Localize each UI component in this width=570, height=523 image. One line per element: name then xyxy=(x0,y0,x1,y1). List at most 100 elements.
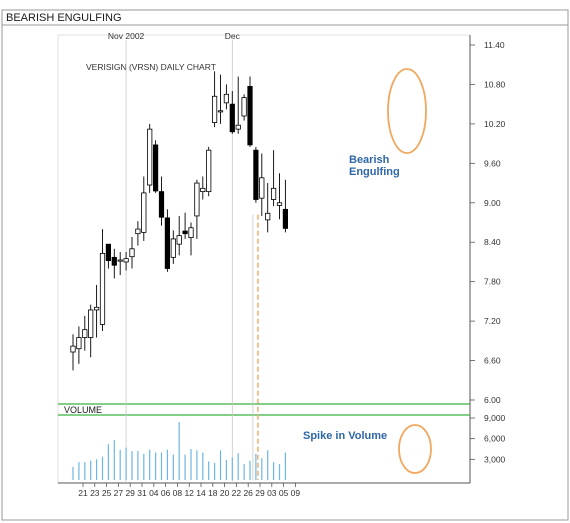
candle-body xyxy=(188,227,194,239)
candle-body xyxy=(194,182,200,217)
candle xyxy=(111,248,117,279)
candle xyxy=(265,183,271,233)
candle xyxy=(223,84,229,110)
candle xyxy=(253,146,259,203)
candle xyxy=(217,74,224,124)
candle-body xyxy=(200,187,206,193)
candle xyxy=(105,243,111,269)
month-label: Dec xyxy=(225,31,241,41)
candle xyxy=(158,176,165,226)
candle-body xyxy=(105,243,111,262)
candle-body xyxy=(176,235,182,245)
candle xyxy=(176,215,182,256)
candle xyxy=(247,76,253,147)
candle-body xyxy=(141,192,147,233)
candle xyxy=(206,146,212,197)
candle-body xyxy=(129,248,135,258)
candle xyxy=(123,252,129,271)
x-tick-label: 04 xyxy=(149,488,159,498)
candle xyxy=(147,123,153,193)
x-tick-label: 29 xyxy=(255,488,265,498)
candle xyxy=(82,315,88,351)
candle xyxy=(200,176,206,200)
candle-body xyxy=(229,103,235,133)
x-tick-label: 18 xyxy=(208,488,218,498)
annotation-bearish: Bearish xyxy=(349,154,390,166)
volume-spike-ellipse xyxy=(398,424,432,474)
chart-title: VERISIGN (VRSN) DAILY CHART xyxy=(86,62,216,72)
candle xyxy=(76,326,82,364)
x-tick-label: 09 xyxy=(291,488,301,498)
candle-body xyxy=(94,306,100,311)
candle-body xyxy=(211,95,218,123)
x-tick-label: 22 xyxy=(232,488,242,498)
volume-label: VOLUME xyxy=(64,405,102,415)
x-tick-label: 29 xyxy=(125,488,135,498)
x-tick-label: 06 xyxy=(161,488,171,498)
candle xyxy=(117,252,123,276)
price-tick-label: 7.80 xyxy=(484,277,501,287)
price-tick-label: 10.20 xyxy=(484,119,506,129)
candle-body xyxy=(276,202,283,206)
price-tick-label: 9.00 xyxy=(484,198,501,208)
candle xyxy=(152,140,159,193)
price-tick-label: 9.60 xyxy=(484,158,501,168)
candle-body xyxy=(99,252,106,325)
candle xyxy=(211,71,218,128)
price-tick-label: 8.40 xyxy=(484,237,501,247)
candle xyxy=(276,173,283,220)
x-tick-label: 25 xyxy=(102,488,112,498)
x-tick-label: 08 xyxy=(173,488,183,498)
candle-body xyxy=(111,256,117,266)
x-tick-label: 20 xyxy=(220,488,230,498)
candle xyxy=(229,91,235,134)
axis-ticks: 11.40 10.80 10.20 9.60 9.00 8.40 7.80 7.20 6.60 6… xyxy=(78,40,505,498)
candle xyxy=(259,153,265,216)
x-tick-label: 21 xyxy=(78,488,88,498)
candle xyxy=(99,229,106,331)
candle xyxy=(164,209,170,272)
candle-body xyxy=(76,337,82,350)
annotation-spike-in-volume: Spike in Volume xyxy=(303,430,387,442)
candle-body xyxy=(70,345,76,353)
candle-body xyxy=(147,128,153,186)
candle-body xyxy=(123,258,129,263)
candle-body xyxy=(265,212,271,221)
candle-body xyxy=(82,329,88,338)
candle xyxy=(194,179,200,239)
x-tick-label: 27 xyxy=(114,488,124,498)
x-tick-label: 26 xyxy=(243,488,253,498)
price-tick-label: 11.40 xyxy=(484,40,505,50)
candle-body xyxy=(170,238,176,258)
candles-layer xyxy=(70,71,289,371)
candle-body xyxy=(182,230,188,235)
candle-body xyxy=(88,309,94,338)
candle-body xyxy=(164,217,170,269)
volume-tick-label: 3,000 xyxy=(484,454,506,464)
candle xyxy=(141,176,147,241)
outer-frame xyxy=(1,9,569,521)
candle xyxy=(235,76,241,134)
annotation-engulfing: Engulfing xyxy=(349,166,400,178)
volume-tick-label: 6,000 xyxy=(484,434,506,444)
volume-tick-label: 9,000 xyxy=(484,413,506,423)
candle-body xyxy=(259,177,265,199)
candle xyxy=(188,222,194,256)
x-tick-label: 03 xyxy=(267,488,277,498)
price-tick-label: 6.00 xyxy=(484,395,501,405)
x-tick-label: 05 xyxy=(279,488,289,498)
candle xyxy=(170,230,176,264)
candle-body xyxy=(247,86,253,146)
candle xyxy=(70,334,76,371)
candle-body xyxy=(206,149,212,193)
x-tick-label: 12 xyxy=(184,488,194,498)
price-tick-label: 10.80 xyxy=(484,79,506,89)
candle xyxy=(129,236,135,269)
candle xyxy=(182,212,188,239)
candle xyxy=(270,150,277,207)
candle-body xyxy=(158,191,165,218)
header-title: BEARISH ENGULFING xyxy=(6,12,122,24)
